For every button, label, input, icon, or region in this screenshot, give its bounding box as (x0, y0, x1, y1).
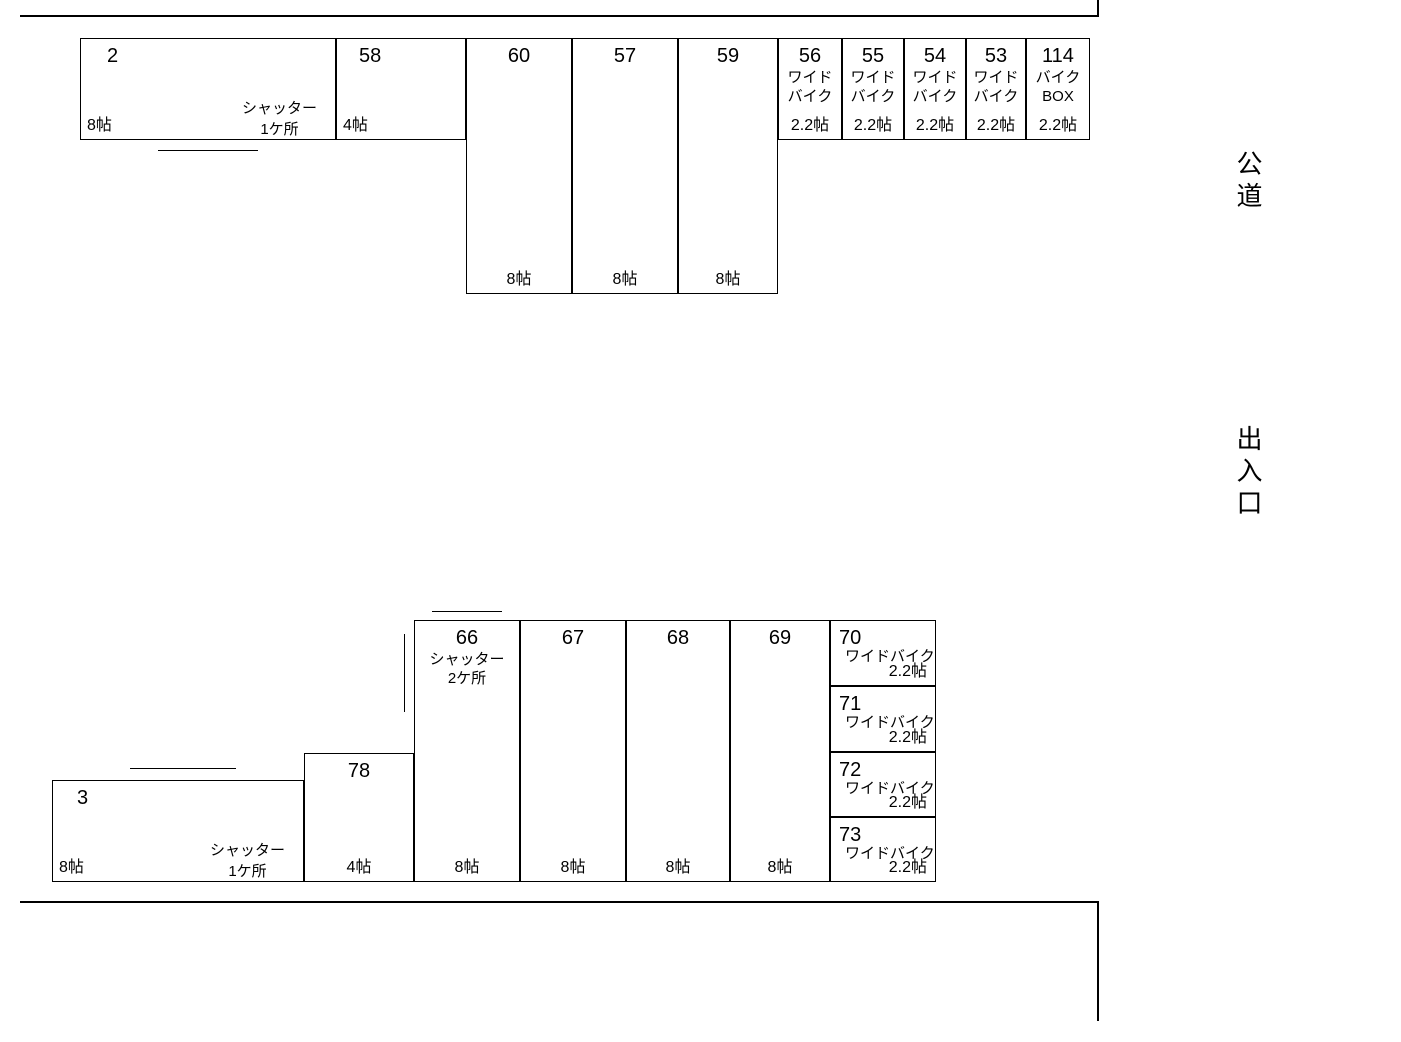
unit-number: 58 (359, 45, 381, 68)
unit-size: 8帖 (415, 853, 519, 877)
unit-size: 8帖 (59, 853, 84, 877)
unit-number: 67 (521, 627, 625, 650)
boundary-line (1097, 0, 1099, 17)
unit-size: 2.2帖 (889, 657, 927, 681)
unit-71: 71ワイドバイク2.2帖 (830, 686, 936, 752)
unit-number: 56 (779, 45, 841, 68)
unit-size: 2.2帖 (779, 111, 841, 135)
unit-number: 55 (843, 45, 903, 68)
unit-number: 68 (627, 627, 729, 650)
floor-plan-stage: 公道出入口2シャッター 1ケ所8帖584帖608帖578帖598帖56ワイド バ… (0, 0, 1401, 1042)
unit-2: 2 シャッター 1ケ所 8帖 (80, 38, 336, 140)
unit-subtitle: ワイド バイク (905, 69, 965, 107)
unit-3: 3 シャッター 1ケ所 8帖 (52, 780, 304, 882)
unit-size: 2.2帖 (889, 723, 927, 747)
unit-68: 68 8帖 (626, 620, 730, 882)
unit-size: 2.2帖 (843, 111, 903, 135)
unit-size: 8帖 (679, 265, 777, 289)
unit-59: 59 8帖 (678, 38, 778, 294)
unit-size: 4帖 (343, 111, 368, 135)
unit-size: 8帖 (521, 853, 625, 877)
unit-78: 78 4帖 (304, 753, 414, 882)
door-mark (404, 634, 405, 712)
unit-number: 3 (77, 787, 88, 810)
unit-55: 55ワイド バイク 2.2帖 (842, 38, 904, 140)
unit-subtitle: バイク BOX (1027, 69, 1089, 107)
unit-73: 73ワイドバイク2.2帖 (830, 817, 936, 882)
unit-subtitle: ワイド バイク (779, 69, 841, 107)
unit-66: 66シャッター 2ケ所 8帖 (414, 620, 520, 882)
unit-size: 4帖 (305, 853, 413, 877)
unit-size: 2.2帖 (889, 853, 927, 877)
unit-number: 57 (573, 45, 677, 68)
unit-number: 114 (1027, 45, 1089, 68)
door-mark (432, 611, 502, 612)
unit-60: 60 8帖 (466, 38, 572, 294)
unit-54: 54ワイド バイク 2.2帖 (904, 38, 966, 140)
unit-size: 2.2帖 (967, 111, 1025, 135)
unit-subtitle: ワイド バイク (967, 69, 1025, 107)
unit-72: 72ワイドバイク2.2帖 (830, 752, 936, 817)
unit-53: 53ワイド バイク 2.2帖 (966, 38, 1026, 140)
unit-size: 8帖 (573, 265, 677, 289)
entrance-label: 出入口 (1230, 425, 1267, 521)
unit-size: 2.2帖 (905, 111, 965, 135)
unit-number: 59 (679, 45, 777, 68)
unit-67: 67 8帖 (520, 620, 626, 882)
door-mark (158, 150, 258, 151)
unit-56: 56ワイド バイク 2.2帖 (778, 38, 842, 140)
unit-size: 2.2帖 (1027, 111, 1089, 135)
road-label: 公道 (1230, 150, 1267, 214)
boundary-line (20, 901, 1099, 903)
unit-subtitle: シャッター 2ケ所 (415, 651, 519, 689)
unit-number: 69 (731, 627, 829, 650)
unit-size: 2.2帖 (889, 788, 927, 812)
door-mark (130, 768, 236, 769)
unit-size: 8帖 (731, 853, 829, 877)
unit-number: 60 (467, 45, 571, 68)
unit-114: 114バイク BOX 2.2帖 (1026, 38, 1090, 140)
unit-number: 2 (107, 45, 118, 68)
unit-number: 54 (905, 45, 965, 68)
unit-size: 8帖 (467, 265, 571, 289)
unit-58: 58 4帖 (336, 38, 466, 140)
boundary-line (1097, 901, 1099, 1021)
unit-69: 69 8帖 (730, 620, 830, 882)
unit-number: 53 (967, 45, 1025, 68)
unit-size: 8帖 (87, 111, 112, 135)
unit-subtitle: シャッター 1ケ所 (210, 839, 285, 881)
unit-number: 66 (415, 627, 519, 650)
unit-size: 8帖 (627, 853, 729, 877)
unit-70: 70ワイドバイク2.2帖 (830, 620, 936, 686)
boundary-line (20, 15, 1099, 17)
unit-number: 78 (305, 760, 413, 783)
unit-subtitle: ワイド バイク (843, 69, 903, 107)
unit-subtitle: シャッター 1ケ所 (242, 97, 317, 139)
unit-57: 57 8帖 (572, 38, 678, 294)
